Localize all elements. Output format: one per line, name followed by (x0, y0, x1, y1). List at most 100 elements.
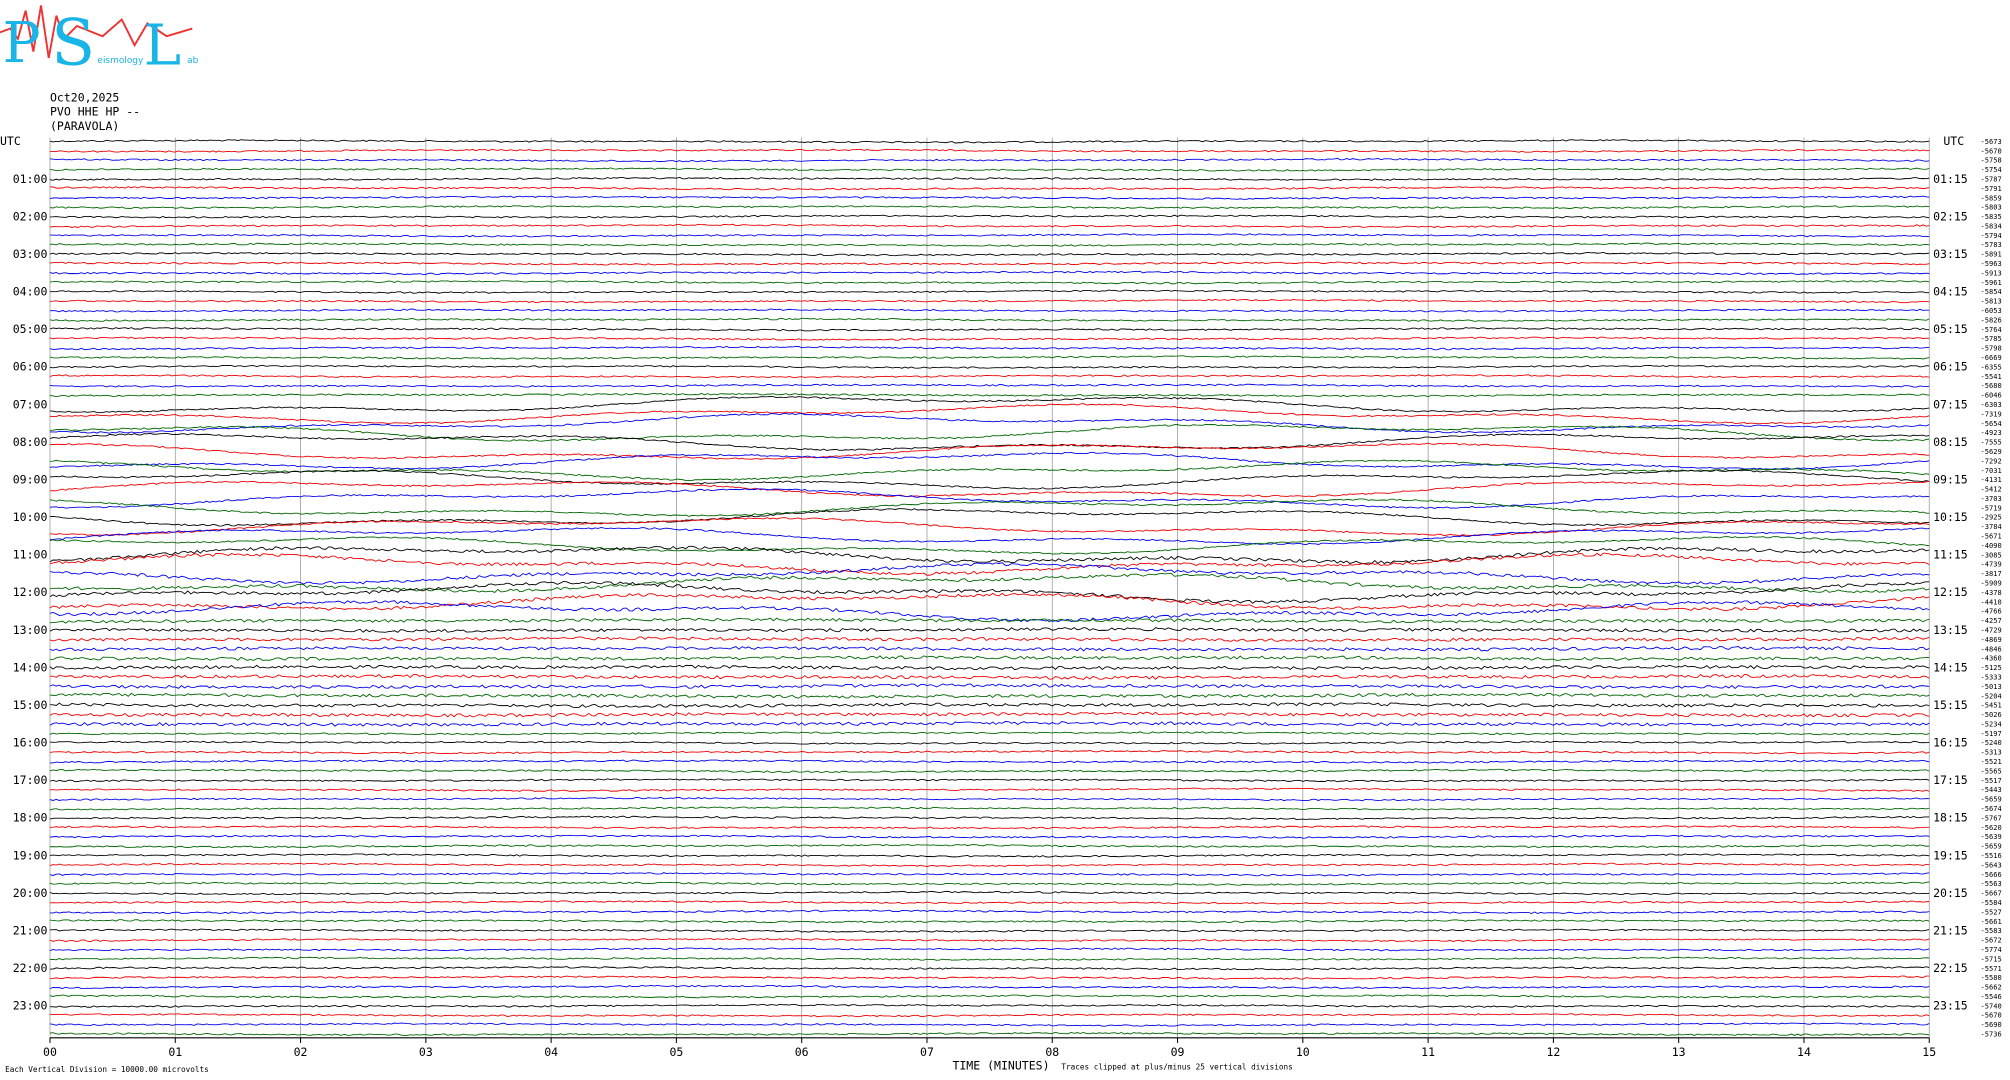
trace-offset: -5521 (1981, 757, 2002, 766)
trace-offset: -5758 (1981, 156, 2002, 165)
trace-offset: -5736 (1981, 1030, 2002, 1039)
trace (49, 984, 1930, 990)
trace-offset: -4729 (1981, 626, 2002, 635)
trace (49, 374, 1930, 379)
trace (49, 480, 1930, 498)
trace (49, 683, 1930, 690)
clip-note: Traces clipped at plus/minus 25 vertical… (1061, 1062, 1292, 1071)
trace-offset: -5813 (1981, 297, 2002, 306)
trace-offset: -5787 (1981, 174, 2002, 183)
trace (49, 383, 1930, 388)
hour-label: 22:00 (13, 961, 48, 975)
hour-label: 16:00 (13, 736, 48, 750)
logo-letter: L (144, 13, 181, 78)
trace-offset: -5629 (1981, 447, 2002, 456)
trace (49, 432, 1930, 451)
trace (49, 909, 1930, 915)
trace (49, 572, 1930, 594)
trace (49, 636, 1930, 642)
trace-offset: -5234 (1981, 719, 2002, 728)
trace (49, 223, 1930, 228)
trace (49, 692, 1930, 699)
hour-label: 02:00 (13, 209, 48, 223)
trace-offset: -3784 (1981, 522, 2002, 531)
trace (49, 600, 1930, 623)
hour-label: 11:00 (13, 548, 48, 562)
trace (49, 317, 1930, 322)
hour-label: 07:00 (13, 397, 48, 411)
trace (49, 195, 1930, 200)
hour-label-right: 02:15 (1933, 209, 1968, 223)
trace (49, 451, 1930, 470)
logo-word: eismology (97, 56, 144, 66)
hour-label-right: 10:15 (1933, 510, 1968, 524)
hour-label-right: 18:15 (1933, 811, 1968, 825)
hour-label: 06:00 (13, 360, 48, 374)
trace (49, 167, 1930, 172)
labels: 00 01 02 03 04 05 06 07 08 09 10 11 12 13 14 15-5673-56… (0, 134, 2002, 1059)
trace (49, 759, 1930, 764)
trace (49, 900, 1930, 905)
trace-offset: -7555 (1981, 438, 2002, 447)
hour-label: 08:00 (13, 435, 48, 449)
trace-offset: -5583 (1981, 926, 2002, 935)
x-tick-label: 03 (419, 1045, 433, 1059)
hour-label-right: 23:15 (1933, 999, 1968, 1013)
trace (49, 535, 1930, 555)
trace (49, 825, 1930, 830)
trace (49, 423, 1930, 442)
trace (49, 834, 1930, 839)
trace-offset: -6053 (1981, 306, 2002, 315)
trace-offset: -5565 (1981, 766, 2002, 775)
hour-label-right: 19:15 (1933, 848, 1968, 862)
hour-label-right: 22:15 (1933, 961, 1968, 975)
logo-word: ab (187, 56, 198, 66)
hour-label: 23:00 (13, 999, 48, 1013)
trace (49, 403, 1930, 425)
trace-offset: -5854 (1981, 287, 2002, 296)
trace (49, 412, 1930, 434)
x-tick-label: 10 (1296, 1045, 1310, 1059)
trace-offset: -5672 (1981, 936, 2002, 945)
trace-offset: -4378 (1981, 588, 2002, 597)
trace-offset: -4257 (1981, 616, 2002, 625)
trace-offset: -4090 (1981, 541, 2002, 550)
trace (49, 488, 1930, 509)
x-tick-label: 02 (294, 1045, 308, 1059)
trace-offset: -5740 (1981, 1001, 2002, 1010)
trace-offset: -5667 (1981, 889, 2002, 898)
scale-note: Each Vertical Division = 10000.00 microv… (5, 1065, 209, 1074)
trace (49, 392, 1930, 398)
trace-offset: -7031 (1981, 466, 2002, 475)
trace-offset: -5671 (1981, 532, 2002, 541)
trace (49, 186, 1930, 191)
trace (49, 646, 1930, 652)
trace (49, 345, 1930, 351)
trace (49, 442, 1930, 460)
hour-label: UTC (0, 134, 21, 148)
trace-offset: -4410 (1981, 597, 2002, 606)
hour-label: 03:00 (13, 247, 48, 261)
hour-label-right: 13:15 (1933, 623, 1968, 637)
hour-label: 15:00 (13, 698, 48, 712)
trace (49, 1013, 1930, 1018)
trace-offset: -5913 (1981, 268, 2002, 277)
logo-letter: S (51, 6, 95, 80)
trace-offset: -5197 (1981, 729, 2002, 738)
hour-label: 13:00 (13, 623, 48, 637)
trace (49, 740, 1930, 745)
trace-offset: -5680 (1981, 381, 2002, 390)
trace-offset: -5333 (1981, 672, 2002, 681)
trace-offset: -4846 (1981, 644, 2002, 653)
date: Oct20,2025 (50, 91, 119, 105)
grid (49, 137, 1930, 1043)
hour-label: 19:00 (13, 848, 48, 862)
trace (49, 298, 1930, 304)
trace-offset: -5791 (1981, 184, 2002, 193)
trace-offset: -7292 (1981, 456, 2002, 465)
trace (49, 862, 1930, 867)
hour-label-right: 15:15 (1933, 698, 1968, 712)
trace-offset: -5719 (1981, 503, 2002, 512)
